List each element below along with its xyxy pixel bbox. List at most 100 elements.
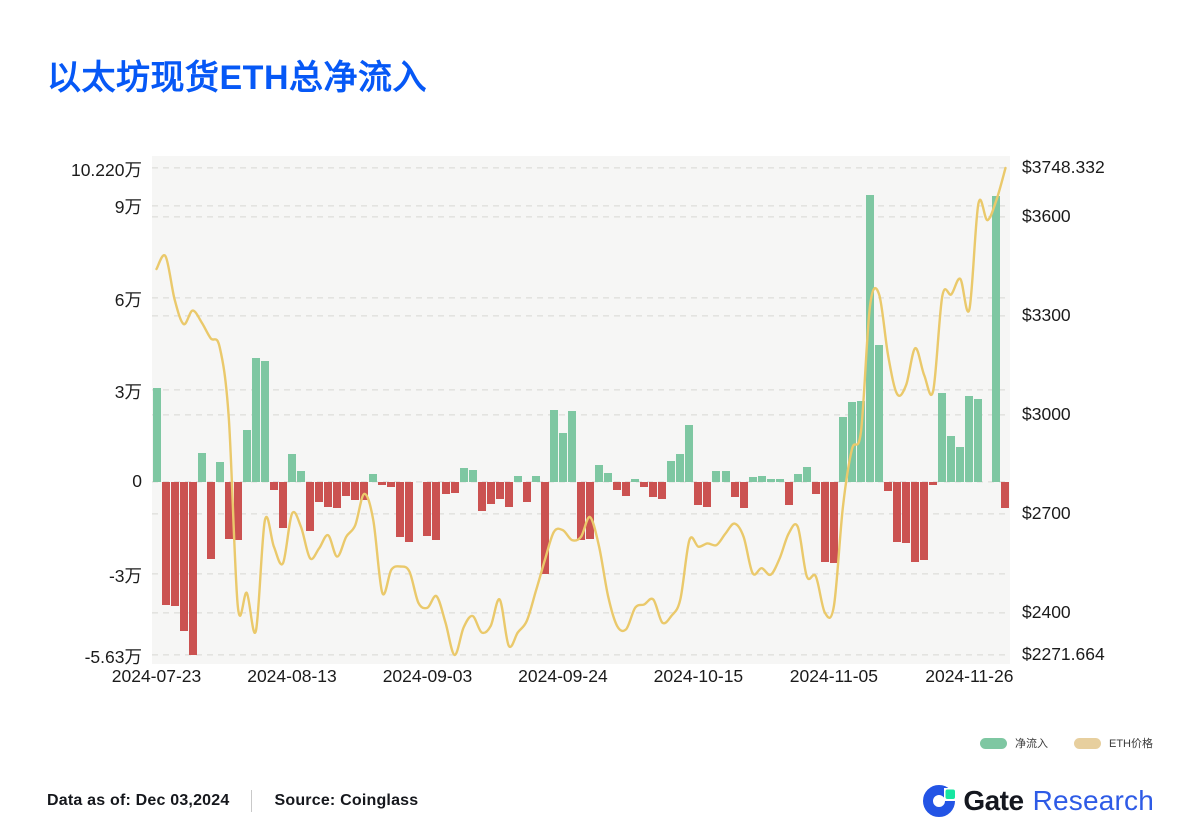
footer-divider xyxy=(251,790,253,812)
inflow-bar[interactable] xyxy=(811,482,820,495)
inflow-bar[interactable] xyxy=(152,388,161,482)
inflow-bar[interactable] xyxy=(450,482,459,493)
inflow-bar[interactable] xyxy=(233,482,242,541)
inflow-bar[interactable] xyxy=(595,465,604,482)
inflow-bar[interactable] xyxy=(956,446,965,482)
inflow-bar[interactable] xyxy=(342,482,351,496)
inflow-bar[interactable] xyxy=(369,474,378,482)
legend-item-eth-price[interactable]: ETH价格 xyxy=(1074,735,1153,751)
inflow-bar[interactable] xyxy=(468,469,477,482)
inflow-bar[interactable] xyxy=(224,482,233,539)
inflow-bar[interactable] xyxy=(631,478,640,482)
inflow-bar[interactable] xyxy=(829,482,838,564)
inflow-bar[interactable] xyxy=(306,482,315,532)
inflow-bar[interactable] xyxy=(577,482,585,541)
inflow-bar[interactable] xyxy=(730,482,739,498)
inflow-bar[interactable] xyxy=(558,432,567,482)
inflow-bar[interactable] xyxy=(992,196,1001,482)
inflow-bar[interactable] xyxy=(251,357,260,482)
inflow-bar[interactable] xyxy=(856,400,865,482)
inflow-bar[interactable] xyxy=(333,482,342,509)
inflow-bar[interactable] xyxy=(685,425,694,482)
inflow-bar[interactable] xyxy=(387,482,396,487)
inflow-bar[interactable] xyxy=(893,482,902,542)
inflow-bar[interactable] xyxy=(703,482,712,507)
inflow-bar[interactable] xyxy=(974,399,983,482)
inflow-bar[interactable] xyxy=(324,482,333,507)
inflow-bar[interactable] xyxy=(748,477,757,482)
inflow-bar[interactable] xyxy=(920,482,929,561)
inflow-bar[interactable] xyxy=(947,435,956,482)
inflow-bar[interactable] xyxy=(315,482,324,502)
inflow-bar[interactable] xyxy=(902,482,911,544)
inflow-bar[interactable] xyxy=(1001,482,1010,509)
inflow-bar[interactable] xyxy=(667,460,676,482)
inflow-bar[interactable] xyxy=(793,474,802,482)
inflow-bar[interactable] xyxy=(965,395,974,482)
inflow-bar[interactable] xyxy=(721,471,730,482)
inflow-bar[interactable] xyxy=(604,472,613,482)
inflow-bar[interactable] xyxy=(658,482,667,499)
inflow-bar[interactable] xyxy=(405,482,414,542)
inflow-bar[interactable] xyxy=(676,454,685,482)
inflow-bar[interactable] xyxy=(278,482,287,529)
inflow-bar[interactable] xyxy=(179,482,188,632)
inflow-bar[interactable] xyxy=(486,482,495,504)
inflow-bar[interactable] xyxy=(351,482,360,501)
inflow-bar[interactable] xyxy=(613,482,622,490)
inflow-bar[interactable] xyxy=(360,482,369,501)
inflow-bar[interactable] xyxy=(441,482,450,495)
inflow-bar[interactable] xyxy=(694,482,703,506)
inflow-bar[interactable] xyxy=(459,468,468,482)
inflow-bar[interactable] xyxy=(396,482,405,538)
inflow-bar[interactable] xyxy=(215,462,224,482)
inflow-bar[interactable] xyxy=(911,482,920,562)
inflow-bar[interactable] xyxy=(784,482,793,506)
inflow-bar[interactable] xyxy=(739,482,748,509)
inflow-bar[interactable] xyxy=(197,452,206,482)
brand-research-text: Research xyxy=(1032,785,1154,816)
inflow-bar[interactable] xyxy=(712,471,721,482)
inflow-bar[interactable] xyxy=(549,409,558,482)
inflow-bar[interactable] xyxy=(432,482,441,541)
inflow-bar[interactable] xyxy=(206,482,215,559)
inflow-bar[interactable] xyxy=(938,392,947,482)
inflow-bar[interactable] xyxy=(586,482,595,539)
inflow-bar[interactable] xyxy=(297,471,306,482)
inflow-bar[interactable] xyxy=(875,345,884,482)
y-axis-label-right: $3000 xyxy=(1022,403,1071,424)
inflow-bar[interactable] xyxy=(513,475,522,482)
inflow-bar[interactable] xyxy=(477,482,486,512)
inflow-bar[interactable] xyxy=(838,417,847,482)
inflow-bar[interactable] xyxy=(847,402,856,482)
inflow-bar[interactable] xyxy=(649,482,658,498)
inflow-bar[interactable] xyxy=(929,482,938,486)
inflow-bar[interactable] xyxy=(170,482,179,607)
source-text: Source: Coinglass xyxy=(274,792,419,809)
inflow-bar[interactable] xyxy=(188,482,197,655)
inflow-bar[interactable] xyxy=(242,429,251,482)
inflow-bar[interactable] xyxy=(504,482,513,507)
inflow-bar[interactable] xyxy=(161,482,170,605)
inflow-bar[interactable] xyxy=(640,482,649,487)
inflow-bar[interactable] xyxy=(775,478,784,482)
inflow-bar[interactable] xyxy=(269,482,278,490)
inflow-bar[interactable] xyxy=(766,478,775,482)
legend-item-net-inflow[interactable]: 净流入 xyxy=(980,735,1048,751)
inflow-bar[interactable] xyxy=(622,482,631,496)
inflow-bar[interactable] xyxy=(287,454,296,482)
inflow-bar[interactable] xyxy=(884,482,893,492)
inflow-bar[interactable] xyxy=(802,466,811,482)
inflow-bar[interactable] xyxy=(866,194,874,482)
x-axis-label: 2024-07-23 xyxy=(111,666,202,686)
inflow-bar[interactable] xyxy=(260,360,269,482)
inflow-bar[interactable] xyxy=(423,482,432,536)
inflow-bar[interactable] xyxy=(495,482,504,499)
inflow-bar[interactable] xyxy=(378,482,387,486)
inflow-bar[interactable] xyxy=(540,482,549,575)
inflow-bar[interactable] xyxy=(820,482,829,562)
inflow-bar[interactable] xyxy=(531,475,540,482)
inflow-bar[interactable] xyxy=(757,475,766,482)
inflow-bar[interactable] xyxy=(567,411,576,482)
inflow-bar[interactable] xyxy=(522,482,531,502)
